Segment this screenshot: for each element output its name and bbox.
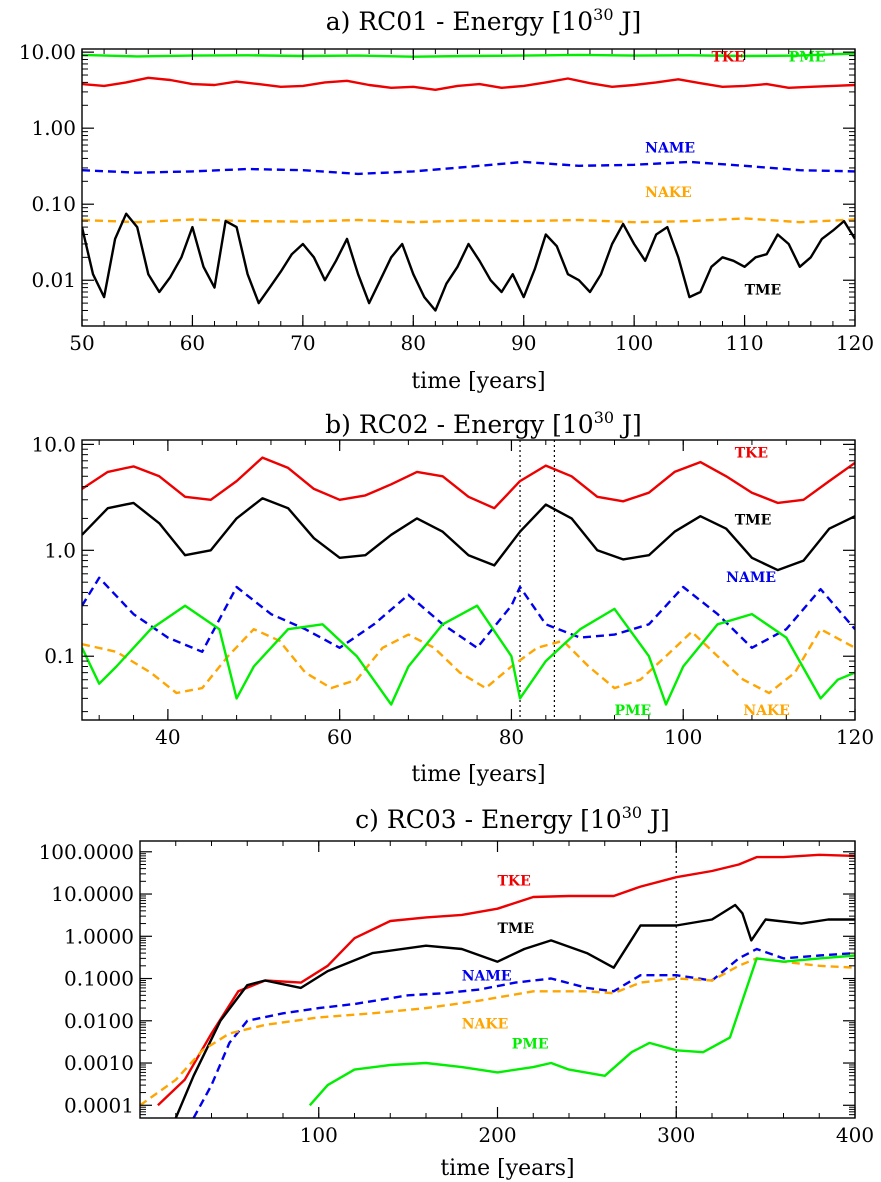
series-line-tke [82, 456, 855, 510]
series-line-pme [82, 604, 855, 706]
chart-panel-2: TKE TME NAME NAKE PME 40 60 80 100 120 0.1 1.0 10.0 b… [31, 408, 874, 787]
series-line-tme [82, 497, 855, 572]
x-tick-label: 70 [290, 331, 315, 355]
series-line-nake [82, 628, 855, 695]
series-label-nake: NAKE [743, 703, 790, 719]
x-tick-label: 80 [499, 725, 524, 749]
x-tick-label: 100 [300, 1123, 338, 1147]
x-tick-label: 120 [836, 725, 874, 749]
series-label-pme: PME [789, 50, 826, 66]
series-line-name [82, 576, 855, 653]
x-tick-label: 200 [478, 1123, 516, 1147]
y-tick-label: 0.01 [31, 268, 76, 292]
series-label-name: NAME [645, 140, 695, 156]
series-line-tke [157, 853, 855, 1107]
y-tick-label: 0.1000 [64, 967, 134, 991]
series-label-nake: NAKE [645, 185, 692, 201]
series-line-name [82, 160, 855, 176]
x-axis-label: time [years] [411, 762, 545, 787]
y-tick-label: 0.1 [44, 644, 76, 668]
y-tick-label: 1.0000 [64, 924, 134, 948]
series-line-tke [82, 76, 855, 91]
y-tick-label: 100.0000 [39, 840, 134, 864]
x-axis-label: time [years] [411, 369, 545, 394]
chart-title: c) RC03 - Energy [1030 J] [355, 803, 670, 834]
y-tick-label: 0.10 [31, 192, 76, 216]
x-tick-label: 110 [725, 331, 763, 355]
series-label-tke: TKE [735, 446, 768, 462]
series-line-tme [174, 903, 855, 1118]
series-line-nake [82, 217, 855, 224]
y-tick-label: 0.0010 [64, 1051, 134, 1075]
x-tick-label: 100 [664, 725, 702, 749]
y-tick-label: 10.00 [19, 40, 76, 64]
x-tick-label: 40 [155, 725, 180, 749]
series-label-tme: TME [735, 513, 772, 529]
series-label-pme: PME [615, 703, 652, 719]
series-line-pme [82, 52, 855, 58]
y-tick-label: 1.0 [44, 538, 76, 562]
plot-frame [81, 48, 856, 327]
x-tick-label: 300 [657, 1123, 695, 1147]
series-label-name: NAME [726, 570, 776, 586]
x-axis-label: time [years] [440, 1156, 574, 1181]
series-line-tme [82, 212, 855, 312]
x-tick-label: 80 [401, 331, 426, 355]
series-label-name: NAME [462, 968, 512, 984]
series-label-pme: PME [512, 1037, 549, 1053]
series-line-name [192, 947, 855, 1118]
series-line-nake [140, 957, 855, 1107]
chart-title: b) RC02 - Energy [1030 J] [325, 408, 642, 439]
y-tick-label: 10.0000 [51, 882, 134, 906]
series-label-tme: TME [745, 282, 782, 298]
series-line-pme [308, 954, 855, 1107]
x-tick-label: 60 [327, 725, 352, 749]
y-tick-label: 10.0 [31, 432, 76, 456]
x-tick-label: 50 [69, 331, 94, 355]
y-tick-label: 1.00 [31, 116, 76, 140]
series-label-nake: NAKE [462, 1017, 509, 1033]
chart-title: a) RC01 - Energy [1030 J] [326, 5, 642, 36]
x-tick-label: 90 [511, 331, 536, 355]
series-label-tme: TME [498, 921, 535, 937]
series-label-tke: TKE [498, 873, 531, 889]
y-tick-label: 0.0001 [64, 1093, 134, 1117]
x-tick-label: 60 [180, 331, 205, 355]
series-label-tke: TKE [711, 50, 744, 66]
chart-panel-1: PME TKE NAME NAKE TME 50 60 70 80 90 100 110 120 0.01… [19, 5, 874, 394]
y-tick-label: 0.0100 [64, 1009, 134, 1033]
x-tick-label: 400 [836, 1123, 874, 1147]
x-tick-label: 120 [836, 331, 874, 355]
x-tick-label: 100 [615, 331, 653, 355]
plot-frame [81, 439, 856, 721]
